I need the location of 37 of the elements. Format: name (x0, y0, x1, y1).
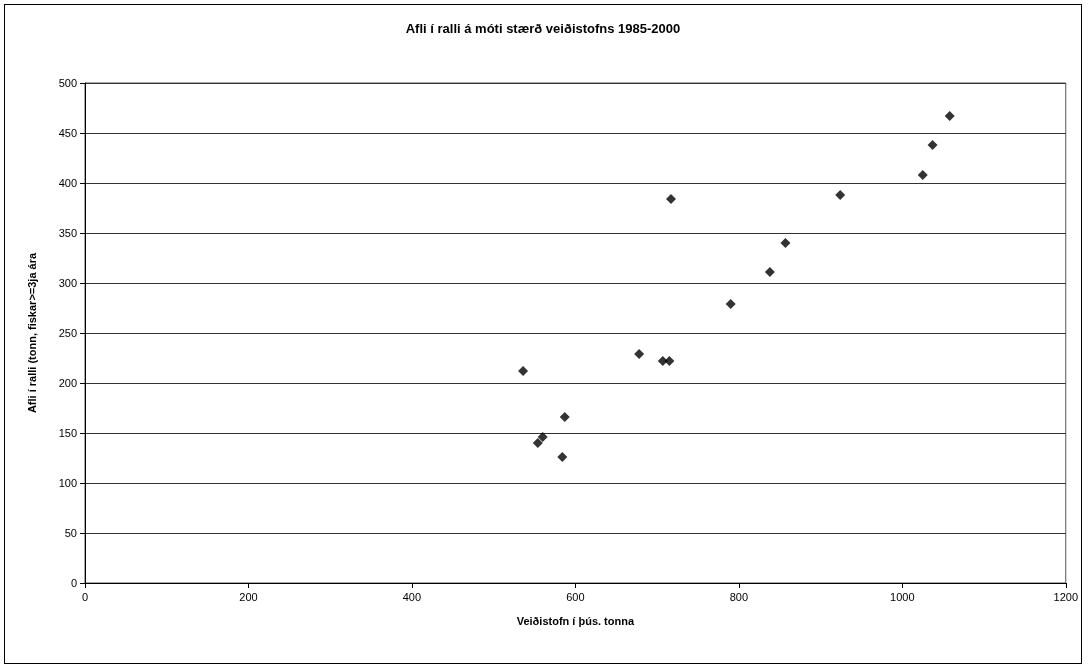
x-tick-label: 400 (402, 590, 422, 603)
x-tick-label: 200 (239, 590, 258, 603)
point (944, 111, 955, 121)
y-axis-title: Afli í ralli (tonn, fiskar>=3ja ára (25, 252, 38, 414)
x-tick-label: 0 (81, 590, 89, 603)
point (634, 349, 645, 359)
point (518, 366, 529, 376)
x-tick-label: 800 (729, 590, 749, 603)
x-tick-label: 600 (566, 590, 585, 603)
y-tick-label: 150 (58, 427, 77, 439)
y-tick-label: 400 (58, 177, 77, 189)
x-tick-label: 1200 (1053, 590, 1079, 603)
chart-title: Afli í ralli á móti stærð veiðistofns 1985-2000 (405, 21, 681, 36)
point (559, 412, 570, 422)
point (664, 356, 675, 366)
y-tick-label: 350 (58, 227, 77, 239)
point (532, 438, 543, 448)
point (917, 170, 928, 180)
y-tick-label: 500 (58, 77, 77, 89)
y-tick-label: 200 (58, 377, 77, 389)
y-tick-label: 450 (58, 127, 77, 139)
y-tick-label: 250 (58, 327, 77, 339)
x-axis-title: Veiðistofn í þús. tonna (516, 614, 635, 627)
point (657, 356, 668, 366)
y-tick-label: 100 (58, 477, 77, 489)
point (557, 452, 568, 462)
point (835, 190, 846, 200)
point (537, 432, 548, 442)
point (666, 194, 677, 204)
y-tick-label: 0 (70, 577, 77, 589)
point (764, 267, 775, 277)
point (780, 238, 791, 248)
point (725, 299, 736, 309)
y-tick-label: 300 (58, 277, 77, 289)
y-tick-label: 50 (64, 527, 77, 539)
point (927, 140, 938, 150)
x-tick-label: 1000 (890, 590, 915, 603)
